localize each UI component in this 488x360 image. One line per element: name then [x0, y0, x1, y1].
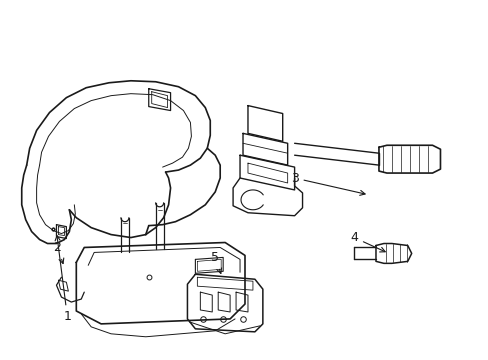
Text: 5: 5 [211, 251, 221, 274]
Text: 3: 3 [290, 171, 365, 195]
Text: 1: 1 [55, 235, 71, 323]
Text: 4: 4 [349, 231, 385, 252]
Text: 2: 2 [53, 241, 63, 264]
